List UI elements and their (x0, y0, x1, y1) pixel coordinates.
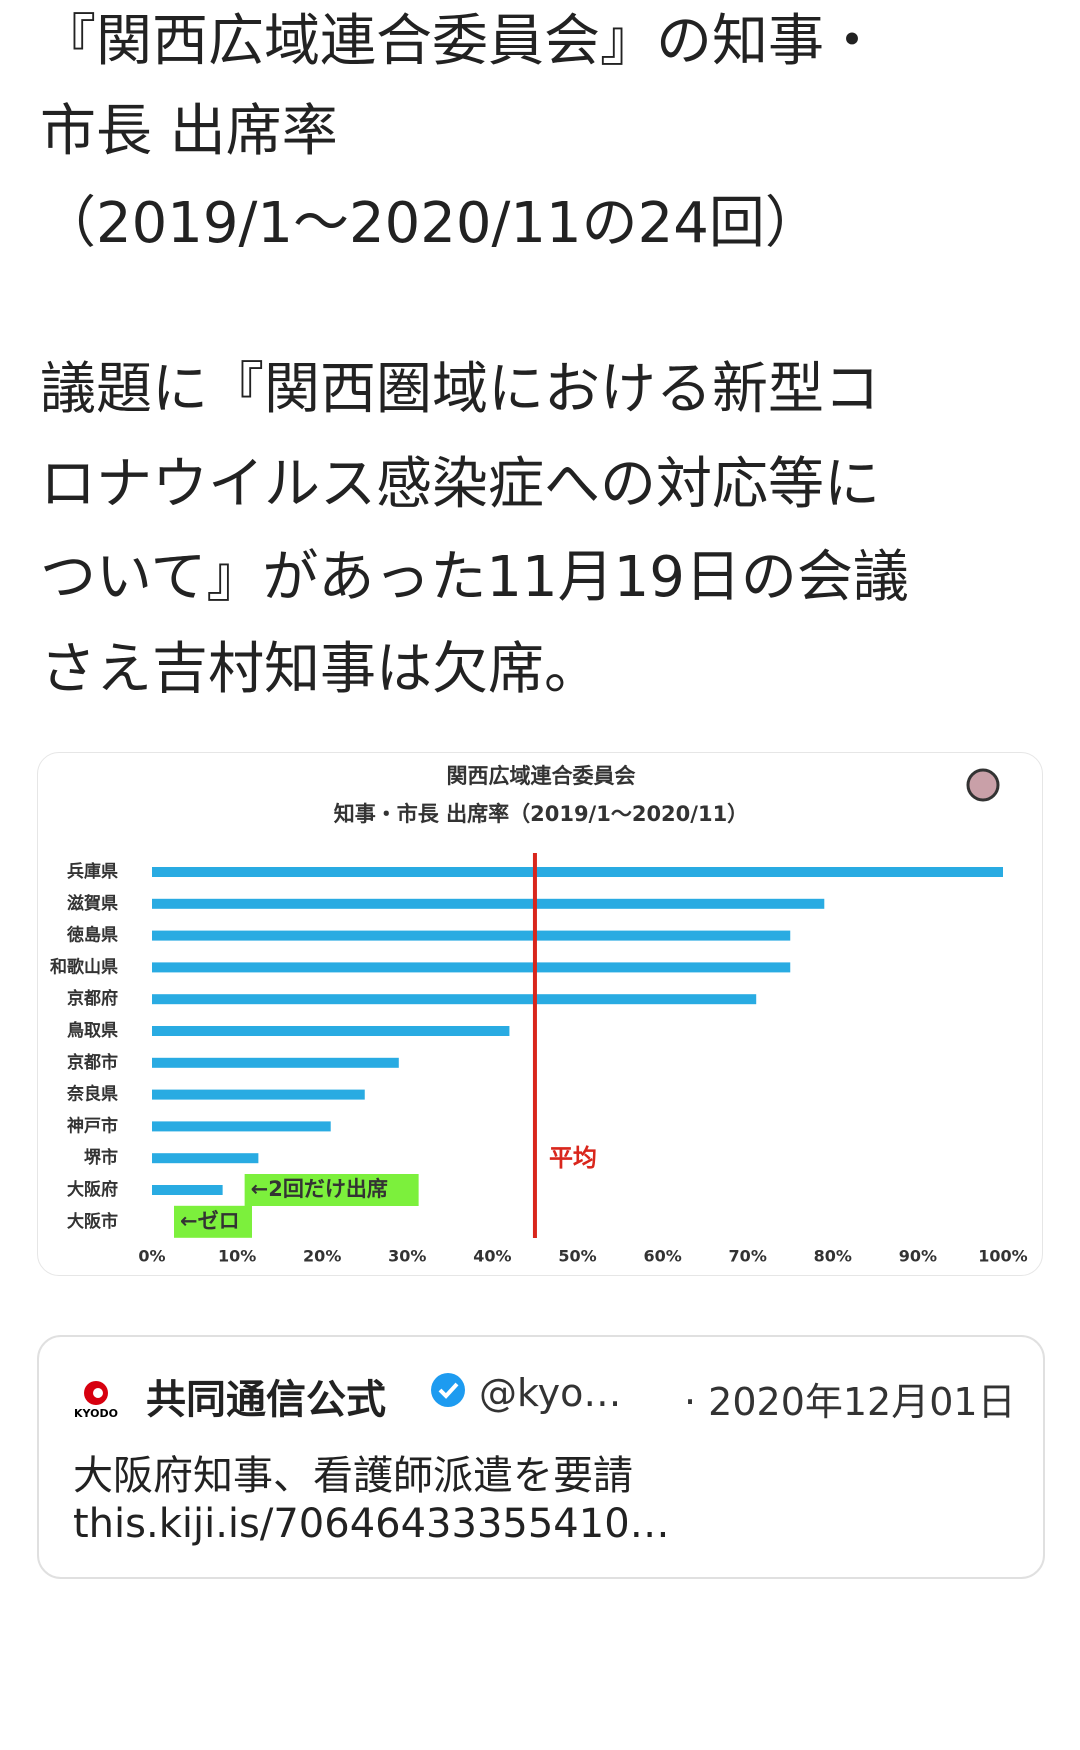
tweet-text: （2019/1～2020/11の24回） (40, 191, 821, 256)
y-tick-label: 兵庫県 (67, 861, 118, 882)
y-tick-label: 大阪府 (67, 1179, 118, 1200)
note-text: ←ゼロ (180, 1209, 240, 1233)
x-tick-label: 10% (218, 1247, 256, 1266)
y-tick-label: 和歌山県 (50, 956, 118, 977)
date: · 2020年12月01日 (684, 1380, 1016, 1424)
quoted-tweet[interactable]: KYODO 共同通信公式 @kyo… · 2020年12月01日 大阪府知事、看… (37, 1335, 1045, 1579)
bar (152, 994, 757, 1005)
tweet-text: ロナウイルス感染症への対応等に (40, 452, 880, 517)
chart-title: 知事・市長 出席率（2019/1～2020/11） (334, 802, 748, 826)
bar (152, 1057, 399, 1068)
y-tick-label: 鳥取県 (67, 1020, 118, 1041)
bar (152, 898, 825, 909)
y-tick-label: 堺市 (84, 1147, 118, 1168)
y-tick-label: 徳島県 (66, 925, 118, 946)
logo-text: KYODO (74, 1407, 118, 1420)
bar (152, 1185, 223, 1195)
icon (966, 768, 1000, 802)
bar (152, 1121, 331, 1132)
average-label: 平均 (549, 1144, 597, 1172)
note-text: ←2回だけ出席 (251, 1177, 388, 1201)
x-tick-label: 50% (558, 1247, 596, 1266)
bar (152, 867, 1003, 877)
y-tick-label: 大阪市 (67, 1211, 118, 1232)
verified-badge (429, 1371, 467, 1409)
tweet-text: 議題に『関西圏域における新型コ (40, 357, 880, 422)
y-tick-label: 京都府 (67, 988, 118, 1009)
x-tick-label: 30% (388, 1247, 426, 1266)
x-tick-label: 40% (473, 1247, 511, 1266)
x-tick-label: 100% (978, 1247, 1027, 1266)
bar (152, 1153, 259, 1164)
quote-text: 大阪府知事、看護師派遣を要請 (73, 1453, 633, 1499)
link[interactable]: this.kiji.is/70646433355410… (73, 1501, 670, 1547)
bar (152, 962, 791, 973)
tweet-text: 市長 出席率 (40, 99, 338, 164)
y-tick-label: 奈良県 (66, 1084, 118, 1105)
chart[interactable]: 関西広域連合委員会 知事・市長 出席率（2019/1～2020/11） 0% 10… (37, 752, 1043, 1276)
chart-title: 関西広域連合委員会 (447, 764, 636, 788)
x-tick-label: 70% (729, 1247, 767, 1266)
note-box (174, 1205, 252, 1238)
bar (152, 930, 791, 941)
x-tick-label: 90% (899, 1247, 937, 1266)
author-name: 共同通信公式 (146, 1377, 386, 1423)
x-tick-label: 20% (303, 1247, 341, 1266)
bar (152, 1089, 365, 1100)
handle: @kyo… (479, 1371, 622, 1415)
tweet-text: ついて』があった11月19日の会議 (40, 545, 909, 610)
tweet-text: さえ吉村知事は欠席。 (40, 637, 600, 702)
note-box (244, 1174, 419, 1206)
bar (152, 1026, 510, 1036)
y-tick-label: 滋賀県 (67, 893, 118, 914)
y-tick-label: 神戸市 (67, 1115, 118, 1136)
tweet-text: 『関西広域連合委員会』の知事・ (40, 9, 880, 74)
x-tick-label: 0% (138, 1247, 165, 1266)
logo: KYODO (73, 1377, 119, 1423)
y-tick-label: 京都市 (67, 1052, 118, 1073)
x-tick-label: 60% (643, 1247, 681, 1266)
x-tick-label: 80% (814, 1247, 852, 1266)
